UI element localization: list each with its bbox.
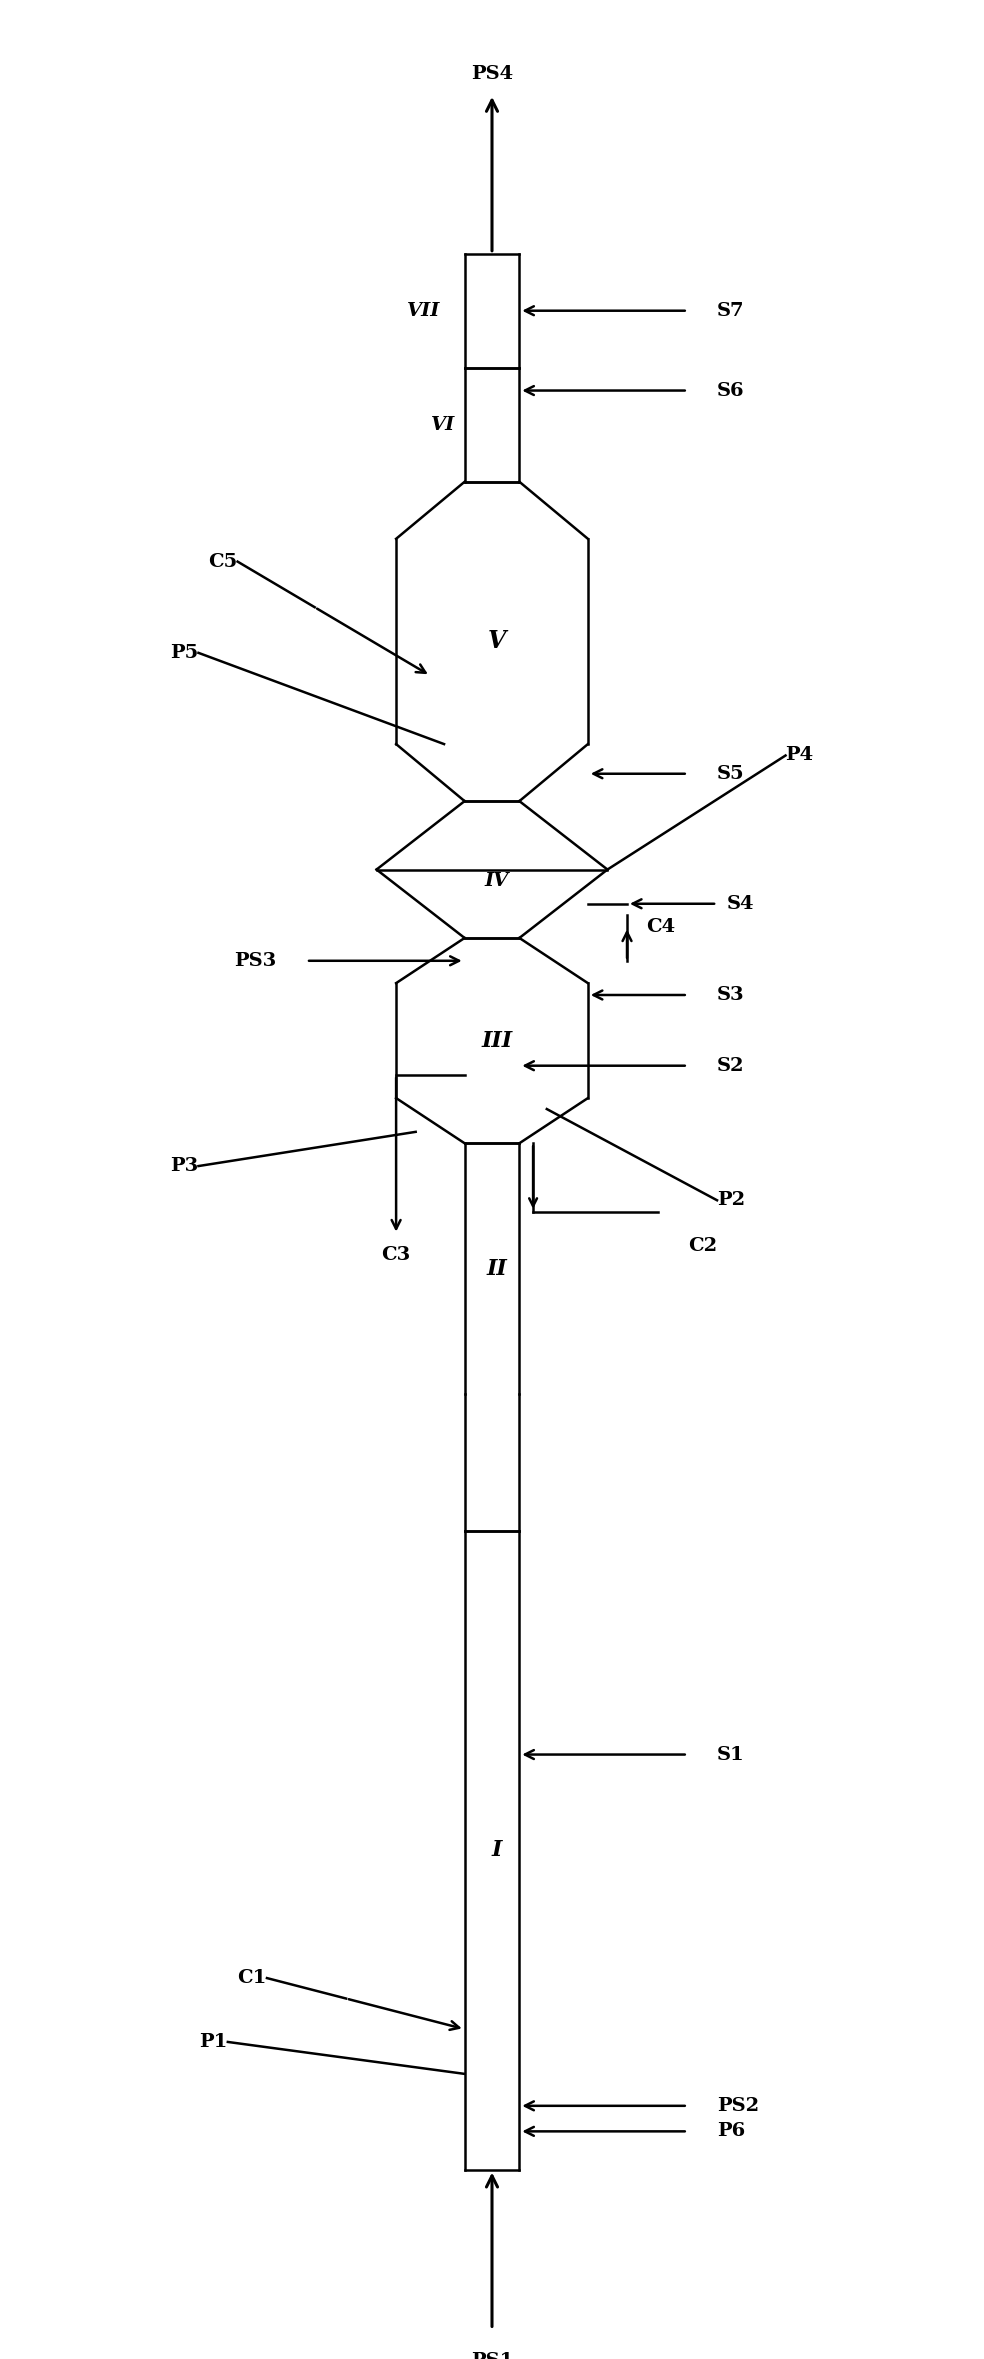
Text: PS2: PS2	[717, 2097, 760, 2114]
Text: VII: VII	[406, 302, 440, 321]
Text: S6: S6	[717, 382, 745, 399]
Text: II: II	[486, 1257, 508, 1279]
Text: S4: S4	[727, 894, 755, 913]
Text: P2: P2	[717, 1191, 745, 1210]
Text: S1: S1	[717, 1746, 745, 1765]
Text: S5: S5	[717, 764, 745, 783]
Text: S2: S2	[717, 1057, 745, 1076]
Text: PS3: PS3	[234, 951, 277, 970]
Text: C4: C4	[646, 918, 676, 937]
Text: PS4: PS4	[471, 64, 513, 83]
Text: P4: P4	[785, 745, 814, 764]
Text: I: I	[492, 1840, 502, 1861]
Text: S3: S3	[717, 986, 745, 1005]
Text: V: V	[488, 630, 506, 653]
Text: P5: P5	[170, 644, 199, 663]
Text: P3: P3	[170, 1156, 199, 1175]
Text: S7: S7	[717, 302, 745, 321]
Text: P6: P6	[717, 2123, 745, 2140]
Text: PS1: PS1	[470, 2352, 514, 2359]
Text: III: III	[481, 1029, 513, 1052]
Text: C3: C3	[382, 1246, 410, 1264]
Text: C2: C2	[688, 1236, 716, 1255]
Text: C1: C1	[237, 1970, 267, 1986]
Text: VI: VI	[431, 415, 455, 434]
Text: IV: IV	[485, 873, 509, 889]
Text: P1: P1	[200, 2033, 228, 2050]
Text: C5: C5	[209, 552, 237, 571]
